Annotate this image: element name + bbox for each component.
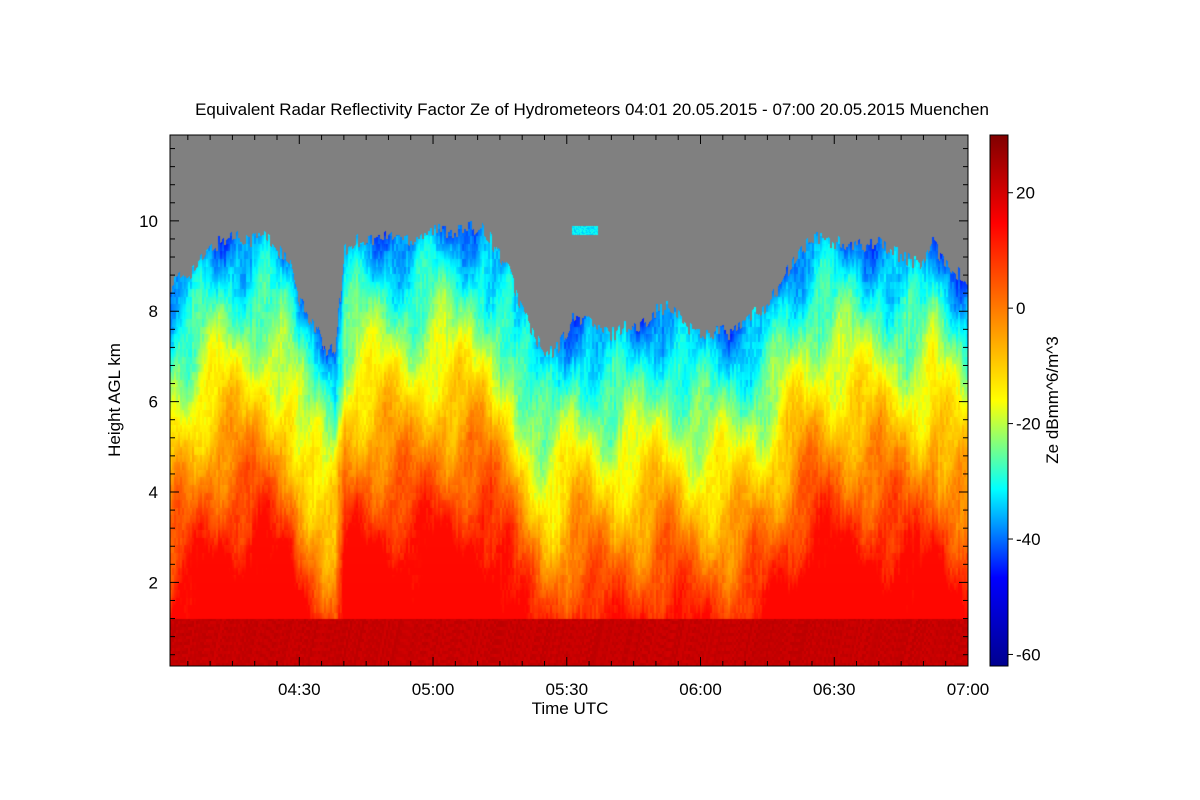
y-tick-label: 10 — [139, 212, 158, 231]
x-tick-label: 06:00 — [679, 680, 722, 699]
colorbar-tick-label: -40 — [1016, 530, 1041, 549]
colorbar-ticks: 20 0 -20 -40 -60 — [1008, 184, 1041, 664]
x-axis-label: Time UTC — [532, 699, 609, 718]
y-axis: 2 4 6 8 10 — [139, 148, 968, 656]
y-tick-label: 8 — [149, 302, 158, 321]
y-tick-label: 2 — [149, 573, 158, 592]
x-tick-label: 06:30 — [813, 680, 856, 699]
plot-area — [169, 134, 969, 667]
x-tick-label: 04:30 — [278, 680, 321, 699]
y-tick-label: 6 — [149, 393, 158, 412]
colorbar-tick-label: -20 — [1016, 415, 1041, 434]
colorbar-tick-label: 20 — [1016, 184, 1035, 203]
x-tick-label: 07:00 — [947, 680, 990, 699]
colorbar-tick-label: -60 — [1016, 645, 1041, 664]
plot-frame — [169, 134, 969, 667]
x-tick-label: 05:30 — [545, 680, 588, 699]
x-tick-label: 05:00 — [412, 680, 455, 699]
y-axis-label: Height AGL km — [105, 343, 124, 457]
colorbar-tick-label: 0 — [1016, 299, 1025, 318]
y-tick-label: 4 — [149, 483, 158, 502]
chart-title: Equivalent Radar Reflectivity Factor Ze … — [195, 100, 989, 119]
colorbar-label: Ze dBmm^6/m^3 — [1043, 336, 1062, 463]
colorbar-bar — [989, 134, 1009, 667]
colorbar: 20 0 -20 -40 -60 Ze dBmm^6/m^3 — [989, 134, 1062, 667]
reflectivity-heatmap — [170, 135, 968, 666]
x-axis: 04:30 05:00 05:30 06:00 06:30 07:00 — [187, 135, 990, 699]
